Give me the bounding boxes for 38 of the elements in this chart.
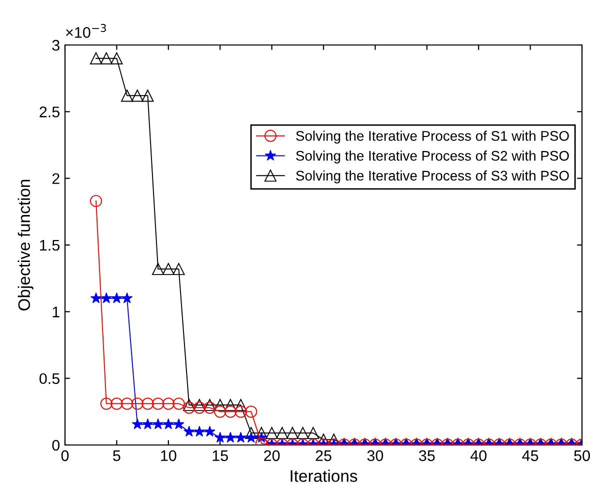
x-tick-label: 30: [367, 450, 384, 462]
point: [121, 90, 134, 102]
x-tick-label: 15: [212, 450, 228, 462]
x-tick-label: 50: [574, 450, 590, 462]
point: [121, 292, 133, 304]
x-tick-label: 10: [161, 450, 176, 462]
legend-label: Solving the Iterative Process of S1 with PSO: [296, 130, 569, 144]
point: [142, 90, 154, 102]
y-tick-label: 0: [52, 440, 60, 451]
y-tick-label: 2: [52, 173, 60, 184]
point: [90, 194, 102, 208]
x-tick-label: 20: [264, 450, 280, 462]
x-tick-label: 0: [61, 450, 69, 462]
point: [90, 292, 102, 304]
point: [111, 292, 122, 304]
point: [100, 292, 112, 304]
legend-label: Solving the Iterative Process of S3 with PSO: [296, 170, 569, 184]
x-axis-title: Iterations: [290, 470, 358, 482]
y-tick-label: 1.5: [40, 240, 60, 251]
point: [152, 262, 164, 276]
point: [131, 90, 144, 102]
y-axis-title: Objective function: [18, 180, 34, 310]
x-tick-label: 5: [113, 450, 120, 462]
point: [110, 52, 123, 64]
point: [100, 52, 112, 64]
x-tick-label: 40: [470, 450, 486, 462]
y-tick-label: 1: [52, 306, 60, 318]
point: [162, 262, 174, 276]
x-tick-label: 35: [418, 450, 435, 462]
point: [90, 52, 102, 64]
y-tick-label: 0.5: [40, 373, 60, 384]
point: [172, 262, 185, 276]
y-tick-label: 2.5: [40, 106, 60, 118]
text: ×10$^{−3}$: [66, 24, 106, 38]
x-tick-label: 45: [522, 450, 538, 462]
x-tick-label: 25: [316, 450, 332, 462]
y-tick-label: 3: [52, 40, 60, 51]
legend-label: Solving the Iterative Process of S2 with PSO: [296, 150, 569, 164]
